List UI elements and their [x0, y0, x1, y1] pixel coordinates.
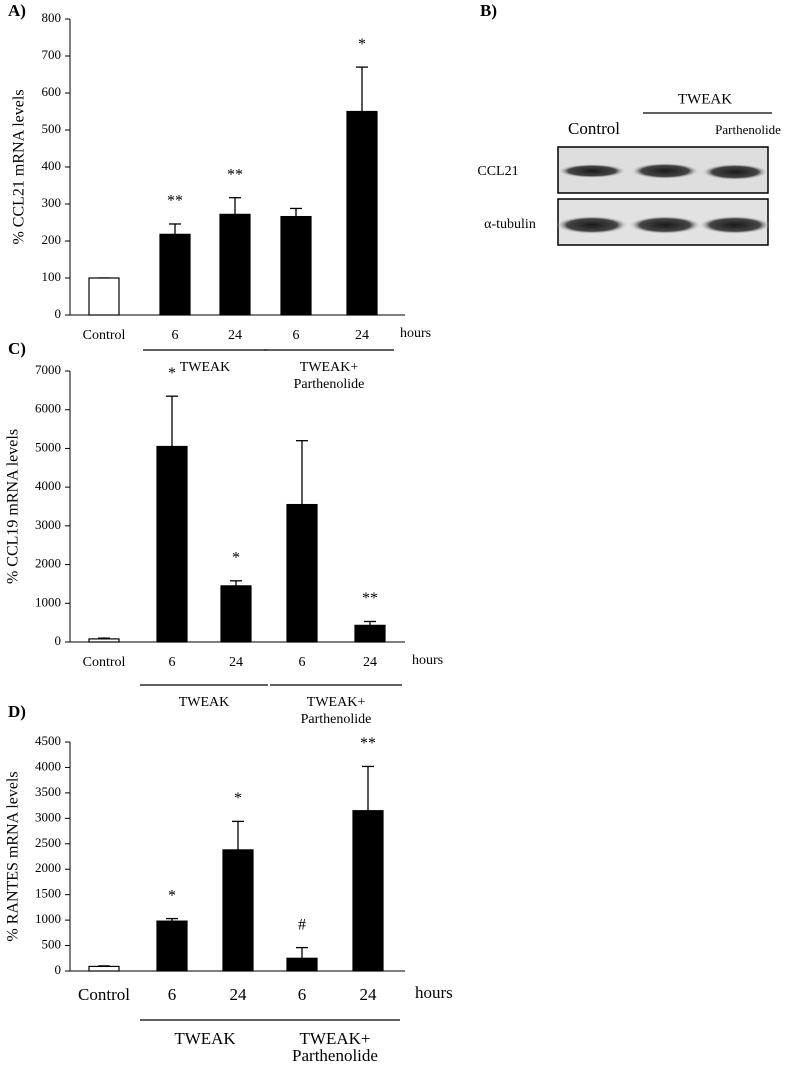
- significance-mark: *: [234, 790, 242, 807]
- significance-mark: *: [168, 365, 176, 382]
- lane-label: Control: [568, 119, 620, 138]
- y-tick-label: 4500: [35, 733, 61, 748]
- y-tick-label: 1000: [35, 594, 61, 609]
- y-tick-label: 6000: [35, 401, 61, 416]
- x-tick-label: 6: [293, 328, 300, 343]
- y-tick-label: 4000: [35, 478, 61, 493]
- y-tick-label: 2000: [35, 556, 61, 571]
- significance-mark: *: [168, 887, 176, 904]
- group-label: TWEAK: [180, 360, 231, 375]
- bar: [346, 110, 378, 316]
- y-tick-label: 500: [42, 937, 62, 952]
- bar: [220, 585, 252, 643]
- bar: [88, 277, 120, 316]
- x-tick-label: 24: [228, 328, 242, 343]
- significance-mark: **: [227, 166, 243, 183]
- y-tick-label: 600: [42, 84, 62, 99]
- group-label: Parthenolide: [301, 712, 372, 727]
- significance-mark: #: [298, 916, 306, 933]
- group-label: Parthenolide: [294, 377, 365, 392]
- x-tick-label: 6: [299, 655, 306, 670]
- bar: [156, 445, 188, 643]
- y-tick-label: 500: [42, 121, 62, 136]
- group-label: Parthenolide: [292, 1046, 378, 1065]
- bar: [88, 965, 120, 972]
- x-tick-label: 6: [169, 655, 176, 670]
- group-label: TWEAK: [179, 695, 230, 710]
- x-tick-label: 24: [363, 655, 377, 670]
- bar: [280, 215, 312, 316]
- x-unit-label: hours: [412, 653, 443, 668]
- y-tick-label: 0: [55, 306, 62, 321]
- bar: [156, 920, 188, 972]
- blot-header: TWEAK: [678, 91, 732, 107]
- significance-mark: **: [360, 735, 376, 752]
- x-unit-label: hours: [415, 983, 453, 1002]
- y-tick-label: 700: [42, 47, 62, 62]
- y-tick-label: 400: [42, 158, 62, 173]
- x-unit-label: hours: [400, 326, 431, 341]
- bar: [88, 638, 120, 643]
- bar: [286, 503, 318, 643]
- bar: [352, 810, 384, 972]
- y-tick-label: 0: [55, 962, 62, 977]
- y-tick-label: 7000: [35, 362, 61, 377]
- bar: [159, 233, 191, 316]
- x-tick-label: Control: [83, 655, 126, 670]
- x-tick-label: 24: [355, 328, 369, 343]
- panel-label: D): [8, 702, 26, 721]
- y-tick-label: 1500: [35, 886, 61, 901]
- bar: [286, 957, 318, 972]
- bar: [354, 624, 386, 643]
- y-tick-label: 2000: [35, 860, 61, 875]
- y-axis-title: % CCL19 mRNA levels: [5, 429, 22, 584]
- panel-label: A): [8, 1, 26, 20]
- x-tick-label: 24: [230, 985, 248, 1004]
- x-tick-label: 6: [298, 985, 307, 1004]
- bar: [219, 213, 251, 316]
- y-tick-label: 300: [42, 195, 62, 210]
- y-tick-label: 1000: [35, 911, 61, 926]
- group-label: TWEAK+: [300, 1029, 371, 1048]
- significance-mark: **: [167, 193, 183, 210]
- y-tick-label: 200: [42, 232, 62, 247]
- y-tick-label: 0: [55, 633, 62, 648]
- row-label: α-tubulin: [484, 217, 536, 232]
- y-tick-label: 3000: [35, 809, 61, 824]
- y-tick-label: 800: [42, 10, 62, 25]
- row-label: CCL21: [477, 164, 518, 179]
- x-tick-label: 6: [168, 985, 177, 1004]
- y-tick-label: 3000: [35, 517, 61, 532]
- panel-label: C): [8, 339, 26, 358]
- y-tick-label: 3500: [35, 784, 61, 799]
- y-axis-title: % CCL21 mRNA levels: [11, 89, 28, 244]
- bar: [222, 849, 254, 972]
- x-tick-label: 24: [229, 655, 243, 670]
- group-label: TWEAK+: [300, 360, 359, 375]
- y-tick-label: 5000: [35, 439, 61, 454]
- y-tick-label: 100: [42, 269, 62, 284]
- blot-image: [556, 146, 771, 246]
- significance-mark: *: [232, 550, 240, 567]
- significance-mark: **: [362, 590, 378, 607]
- y-axis-title: % RANTES mRNA levels: [5, 771, 22, 941]
- panel-label: B): [480, 1, 497, 20]
- y-tick-label: 4000: [35, 758, 61, 773]
- group-label: TWEAK: [174, 1029, 236, 1048]
- significance-mark: *: [358, 36, 366, 53]
- group-label: TWEAK+: [307, 695, 366, 710]
- x-tick-label: Control: [78, 985, 130, 1004]
- y-tick-label: 2500: [35, 835, 61, 850]
- x-tick-label: 6: [172, 328, 179, 343]
- x-tick-label: Control: [83, 328, 126, 343]
- x-tick-label: 24: [360, 985, 378, 1004]
- lane-label: Parthenolide: [715, 122, 781, 137]
